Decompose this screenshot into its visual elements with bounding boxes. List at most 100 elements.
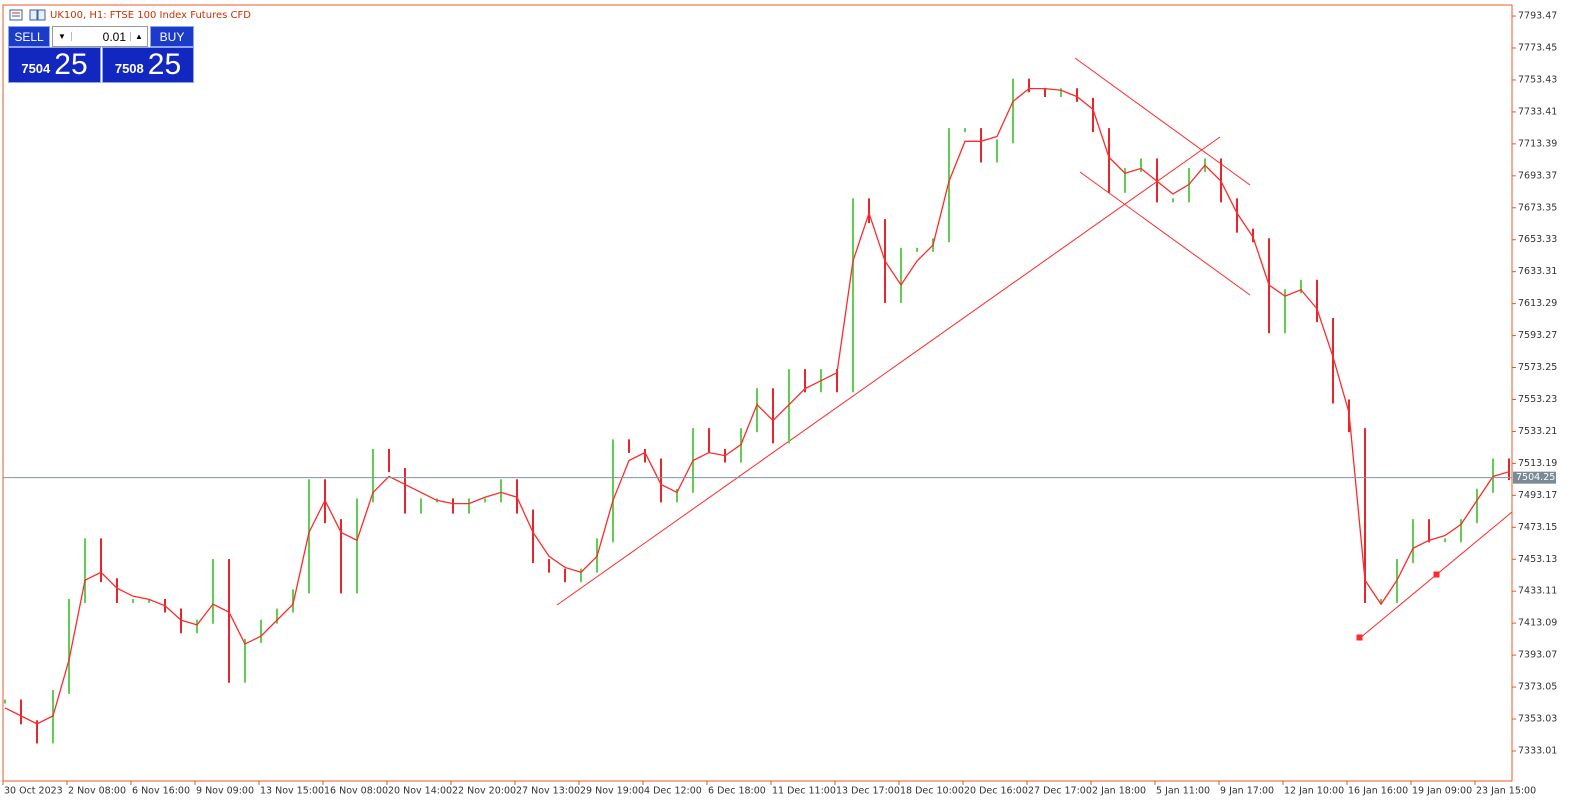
price-bar [388,448,390,473]
price-bar [292,589,294,613]
volume-input[interactable]: 0.01 [102,29,126,44]
price-bar [916,247,918,252]
x-tick-label: 9 Nov 09:00 [196,786,254,797]
price-bar [532,509,534,564]
current-price-label: 7504.25 [1516,472,1555,483]
price-bar [900,247,902,303]
y-tick-label: 7713.39 [1518,138,1557,149]
x-tick-label: 16 Jan 16:00 [1348,786,1408,797]
x-tick-label: 23 Jan 15:00 [1476,786,1536,797]
x-tick-label: 6 Nov 16:00 [132,786,190,797]
price-bar [36,720,38,744]
price-bar [340,519,342,594]
x-tick-label: 2 Nov 08:00 [68,786,126,797]
sell-price[interactable]: 7504 25 [8,47,101,83]
x-tick-label: 22 Nov 20:00 [452,786,516,797]
x-tick-label: 19 Jan 09:00 [1412,786,1472,797]
volume-down[interactable]: ▼ [53,32,72,41]
price-bar [52,689,54,744]
x-tick-label: 16 Nov 08:00 [324,786,388,797]
price-bar [1140,158,1142,173]
y-tick-label: 7473.15 [1518,522,1557,533]
x-tick-label: 18 Dec 10:00 [900,786,964,797]
price-bar [612,439,614,543]
price-bar [116,578,118,603]
price-bar [852,198,854,393]
volume-up[interactable]: ▲ [130,32,147,41]
price-bar [100,538,102,583]
y-tick-label: 7613.29 [1518,298,1557,309]
x-tick-label: 20 Dec 16:00 [964,786,1028,797]
price-bar [196,619,198,634]
price-bar [132,598,134,603]
sell-price-main: 7504 [21,61,51,76]
x-tick-label: 11 Dec 11:00 [772,786,836,797]
price-bar [1268,238,1270,334]
price-bar [564,568,566,583]
price-bar [212,559,214,624]
price-bar [244,638,246,683]
price-bar [980,128,982,163]
price-bar [4,699,6,704]
y-tick-label: 7733.41 [1518,106,1557,117]
price-bar [644,448,646,463]
price-bar [228,559,230,683]
x-tick-label: 2 Jan 18:00 [1092,786,1146,797]
price-bar [84,538,86,603]
price-bar [484,498,486,503]
y-tick-label: 7433.11 [1518,586,1557,597]
x-tick-label: 4 Dec 12:00 [644,786,702,797]
price-bar [964,128,966,133]
price-bar [1092,97,1094,133]
price-bar [20,699,22,725]
y-tick-label: 7693.37 [1518,170,1557,181]
trendlines [556,57,1513,641]
y-tick-label: 7493.17 [1518,490,1557,501]
x-tick-label: 27 Nov 13:00 [516,786,580,797]
price-bar [180,608,182,634]
buy-button[interactable]: BUY [150,26,194,47]
y-tick-label: 7333.01 [1518,745,1557,756]
chart-title: UK100, H1: FTSE 100 Index Futures CFD [50,10,251,21]
y-tick-label: 7553.23 [1518,394,1557,405]
price-bar [756,388,758,433]
buy-price[interactable]: 7508 25 [102,47,194,83]
price-bar [1492,458,1494,493]
y-tick-label: 7413.09 [1518,618,1557,629]
price-bar [1172,198,1174,203]
y-tick-label: 7793.47 [1518,11,1557,22]
price-bar [500,479,502,503]
x-tick-label: 30 Oct 2023 [4,786,63,797]
y-tick-label: 7393.07 [1518,650,1557,661]
price-bar [356,498,358,594]
sell-button[interactable]: SELL [8,26,50,47]
price-bar [948,128,950,243]
y-tick-label: 7653.33 [1518,234,1557,245]
price-bar [708,428,710,453]
price-bar [308,479,310,594]
volume-box: ▼ 0.01 ▲ [52,26,148,47]
price-bar [1124,168,1126,193]
price-bar [1316,279,1318,323]
price-bar [148,598,150,603]
x-tick-label: 12 Jan 10:00 [1284,786,1344,797]
y-tick-label: 7753.43 [1518,74,1557,85]
price-bar [660,458,662,503]
price-bar [1076,88,1078,102]
price-bar [1284,289,1286,334]
x-tick-label: 27 Dec 17:00 [1028,786,1092,797]
price-bar [1380,598,1382,603]
y-tick-label: 7573.25 [1518,362,1557,373]
y-tick-label: 7453.13 [1518,554,1557,565]
price-bar [1364,428,1366,603]
price-bar [516,479,518,514]
x-tick-label: 13 Dec 17:00 [836,786,900,797]
price-bar [1300,279,1302,294]
y-tick-label: 7593.27 [1518,330,1557,341]
price-bar [772,388,774,444]
y-tick-label: 7633.31 [1518,266,1557,277]
price-bar [260,619,262,643]
sell-price-pips: 25 [54,48,88,81]
